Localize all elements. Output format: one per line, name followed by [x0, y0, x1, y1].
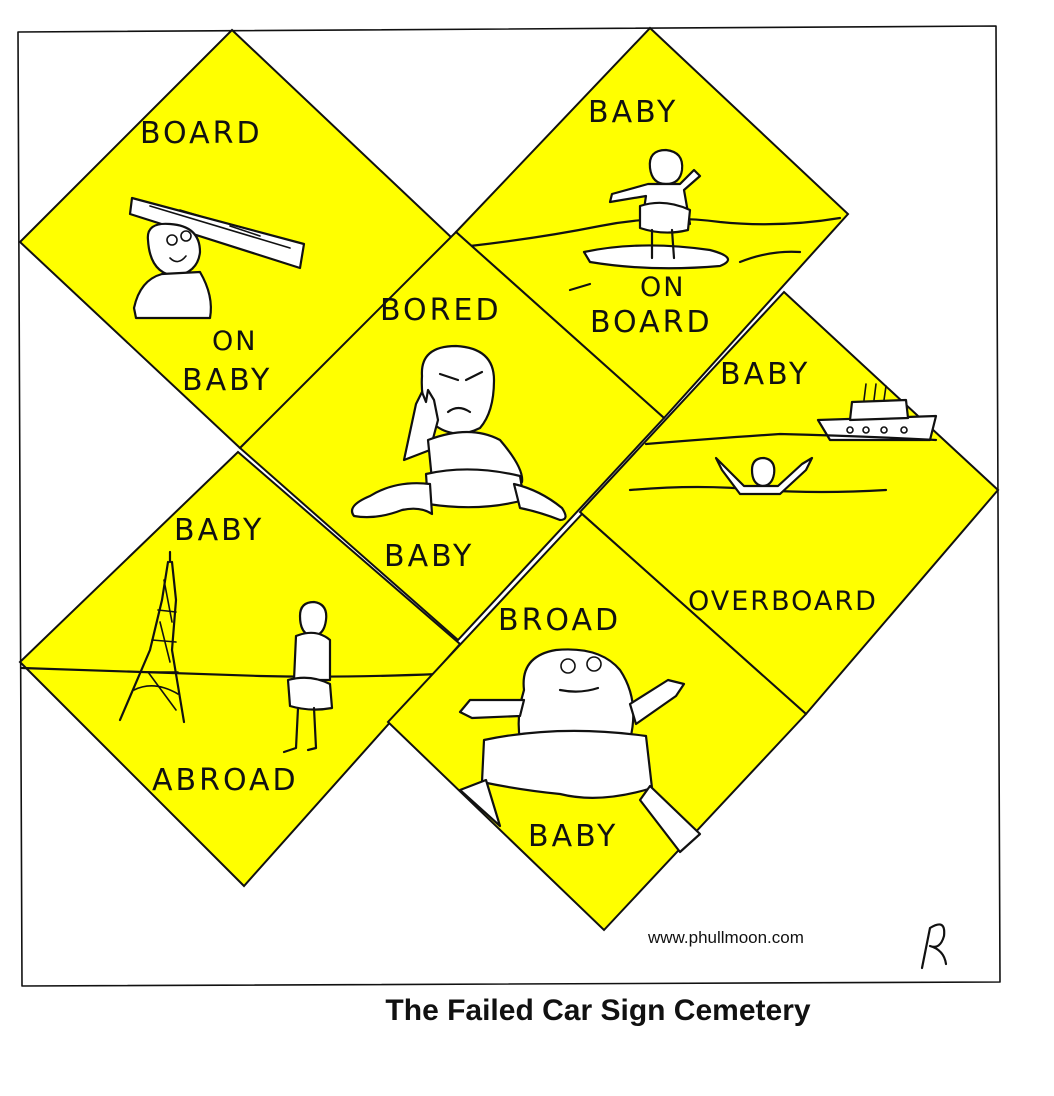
sign-baby-on-board: BABY ON BOARD	[454, 26, 850, 420]
sign-line2-label: BOARD	[590, 305, 713, 340]
sign-top-label: BABY	[720, 357, 810, 392]
sign-top-label: BABY	[174, 513, 264, 548]
sign-line1-label: ON	[640, 272, 685, 303]
sign-bottom-label: BABY	[528, 819, 618, 854]
sign-bottom-label: ABROAD	[152, 763, 299, 798]
sign-baby-abroad: BABY ABROAD	[18, 450, 462, 888]
cartoon-frame	[17, 25, 1001, 987]
sign-line1-label: ON	[212, 326, 257, 357]
website-url: www.phullmoon.com	[648, 928, 804, 947]
sign-bottom-label: BABY	[384, 539, 474, 574]
sign-bored-baby: BORED BABY	[238, 230, 666, 642]
sign-top-label: BOARD	[140, 116, 263, 151]
sign-baby-overboard: BABY OVERBOARD	[578, 290, 1000, 716]
sign-line2-label: BABY	[182, 363, 272, 398]
sign-top-label: BABY	[588, 95, 678, 130]
eiffel-tower-icon	[118, 550, 186, 724]
cartoon-caption: The Failed Car Sign Cemetery	[385, 994, 811, 1027]
ship-icon	[816, 383, 938, 442]
sign-broad-baby: BROAD BABY	[386, 512, 808, 932]
signature-icon	[920, 923, 948, 970]
sign-top-label: BROAD	[498, 603, 621, 638]
sign-bottom-label: OVERBOARD	[688, 586, 878, 617]
sign-top-label: BORED	[380, 293, 502, 328]
